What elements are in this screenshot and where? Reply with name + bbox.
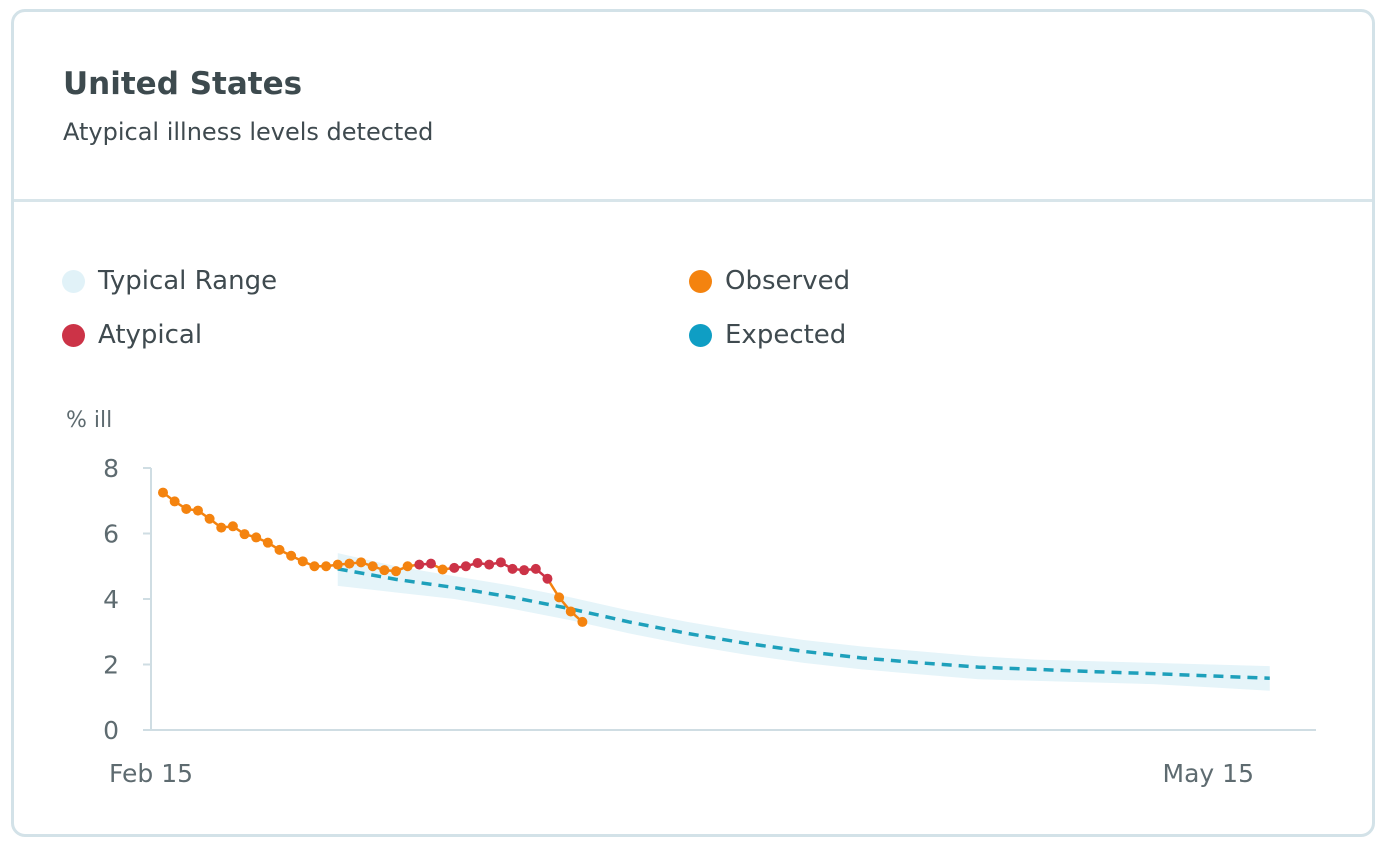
observed-point (402, 561, 413, 572)
legend-item-typical-range: Typical Range (62, 266, 277, 296)
legend-swatch-observed (689, 269, 712, 293)
observed-point (169, 496, 180, 507)
legend-swatch-atypical (62, 323, 85, 347)
atypical-point (507, 563, 518, 574)
y-tick-label: 2 (103, 651, 119, 680)
observed-point (216, 522, 227, 533)
y-tick-label: 6 (103, 520, 119, 549)
observed-point (251, 532, 262, 543)
legend-label-expected: Expected (725, 320, 847, 350)
legend-item-atypical: Atypical (62, 320, 202, 350)
legend-swatch-typical-range (62, 269, 85, 293)
y-tick-label: 4 (103, 585, 119, 614)
observed-point (577, 616, 588, 627)
atypical-point (449, 562, 460, 573)
card-header: United States Atypical illness levels de… (14, 12, 1372, 202)
x-tick-label: Feb 15 (109, 759, 193, 788)
legend-label-observed: Observed (725, 266, 851, 296)
expected-series-line (337, 567, 1270, 681)
observed-point (437, 564, 448, 575)
x-tick-label: May 15 (1163, 759, 1254, 788)
summary-card: United States Atypical illness levels de… (11, 9, 1375, 837)
observed-point (181, 503, 192, 514)
legend-item-observed: Observed (689, 266, 850, 296)
observed-point (367, 561, 378, 572)
observed-point (192, 505, 203, 516)
y-tick-label: 8 (103, 454, 119, 483)
y-axis-label: % ill (66, 408, 112, 433)
legend-swatch-expected (689, 323, 712, 347)
observed-point (297, 556, 308, 567)
observed-point (565, 606, 576, 617)
observed-point (227, 521, 238, 532)
observed-point (262, 537, 273, 548)
legend-label-typical-range: Typical Range (98, 266, 278, 296)
observed-point (391, 566, 401, 577)
observed-point (554, 592, 565, 603)
atypical-point (425, 558, 436, 569)
observed-point (309, 561, 320, 572)
y-tick-label: 0 (103, 716, 119, 745)
observed-point (332, 559, 343, 570)
legend-item-expected: Expected (689, 320, 846, 350)
observed-point (158, 487, 168, 498)
observed-point (239, 529, 250, 540)
status-subtitle: Atypical illness levels detected (63, 118, 434, 146)
observed-point (379, 565, 390, 576)
observed-point (286, 550, 297, 561)
atypical-point (495, 557, 506, 568)
atypical-point (472, 557, 483, 568)
atypical-point (519, 565, 530, 576)
typical-range-band (337, 553, 1270, 691)
observed-point (356, 557, 367, 568)
observed-point (321, 561, 332, 572)
atypical-point (484, 559, 495, 570)
atypical-point (414, 559, 425, 570)
observed-point (344, 558, 355, 569)
atypical-point (542, 573, 553, 584)
atypical-point (530, 563, 541, 574)
observed-point (274, 544, 285, 555)
legend-label-atypical: Atypical (98, 320, 203, 350)
observed-point (204, 513, 215, 524)
atypical-point (460, 561, 471, 572)
page-title: United States (63, 66, 303, 102)
